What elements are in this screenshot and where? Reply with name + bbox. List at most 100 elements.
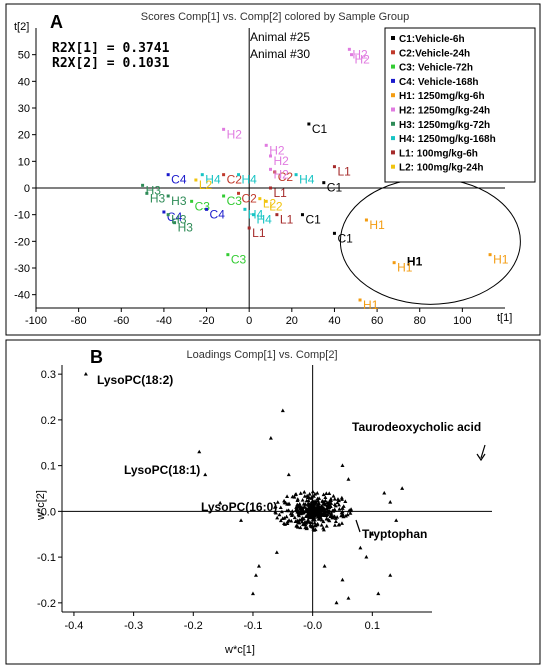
loading-point xyxy=(320,499,325,503)
loading-point xyxy=(301,510,306,514)
x-tick-label: -0.1 xyxy=(243,620,262,632)
loading-point xyxy=(286,508,291,513)
loading-point xyxy=(328,504,333,509)
loading-point xyxy=(277,512,282,517)
legend-label: C2:Vehicle-24h xyxy=(399,48,470,59)
panel-b-plot: -0.4 -0.3 -0.2 -0.1 -0.0 0.1 -0.2 -0.1 -0.0 0.1 0.… xyxy=(37,365,492,632)
loading-point xyxy=(321,519,326,524)
score-point xyxy=(269,186,272,190)
score-point xyxy=(237,173,241,177)
loading-point xyxy=(308,523,313,528)
panel-a-xlabel: t[1] xyxy=(497,312,512,324)
loading-point xyxy=(275,515,280,520)
loading-point xyxy=(300,519,305,524)
x-tick-label: 80 xyxy=(414,315,426,327)
loading-point xyxy=(280,408,285,413)
legend-label: L2: 100mg/kg-24h xyxy=(399,163,483,174)
score-point-label: H3 xyxy=(150,191,166,205)
h1-cluster-label: H1 xyxy=(407,254,423,268)
loading-point xyxy=(304,498,309,503)
legend-label: L1: 100mg/kg-6h xyxy=(399,148,478,159)
score-point xyxy=(166,173,170,177)
x-tick-label: 20 xyxy=(286,315,298,327)
y-tick-label: -10 xyxy=(14,210,30,222)
loading-point xyxy=(370,532,375,536)
score-point xyxy=(162,210,166,214)
loading-point xyxy=(285,502,290,506)
loading-point xyxy=(319,523,324,527)
loading-point xyxy=(324,516,329,521)
loading-annotation: LysoPC(18:1) xyxy=(124,463,200,477)
legend-swatch xyxy=(391,107,395,112)
panel-a-title: Scores Comp[1] vs. Comp[2] colored by Sa… xyxy=(141,11,409,23)
loading-point xyxy=(327,491,332,496)
loading-point xyxy=(331,514,336,519)
annotation-animal-30: Animal #30 xyxy=(250,47,310,61)
loading-point xyxy=(273,510,278,515)
loading-point xyxy=(285,519,290,524)
loading-point xyxy=(336,502,341,507)
loading-point xyxy=(358,545,363,550)
loading-point xyxy=(218,500,223,505)
y-tick-label: 20 xyxy=(18,130,30,142)
panel-b-frame xyxy=(5,339,541,665)
loading-point xyxy=(293,492,298,497)
legend-label: C3: Vehicle-72h xyxy=(399,63,473,74)
score-point-label: C2 xyxy=(242,191,258,205)
x-tick-label: 60 xyxy=(371,315,383,327)
loading-point xyxy=(325,512,330,517)
loading-point xyxy=(308,496,313,500)
score-point xyxy=(358,298,362,302)
loading-point xyxy=(285,494,290,499)
legend-swatch xyxy=(391,121,395,126)
score-point-label: H2 xyxy=(352,47,368,61)
y-tick-label: -30 xyxy=(14,263,30,275)
loading-point xyxy=(328,498,333,503)
x-tick-label: -0.4 xyxy=(64,620,83,632)
loading-point xyxy=(297,520,302,525)
loading-point xyxy=(312,503,317,507)
loading-point xyxy=(333,519,338,523)
score-point xyxy=(190,199,194,203)
stat-r2x2: R2X[2] = 0.1031 xyxy=(52,56,170,71)
x-tick-label: -80 xyxy=(71,315,87,327)
score-point xyxy=(251,213,255,217)
score-point-label: C1 xyxy=(312,122,328,136)
loading-point xyxy=(300,505,305,510)
loading-point xyxy=(321,527,326,532)
score-point xyxy=(332,165,336,169)
loading-point xyxy=(298,525,303,530)
loading-point xyxy=(339,521,344,525)
loading-point xyxy=(346,596,351,600)
score-point xyxy=(269,167,272,171)
loading-point xyxy=(311,526,316,531)
score-point xyxy=(264,199,268,203)
loading-point xyxy=(339,510,344,515)
y-tick-label: 10 xyxy=(18,156,30,168)
loading-point xyxy=(286,472,291,477)
loading-point xyxy=(297,502,302,506)
score-point xyxy=(166,194,170,198)
score-point-label: H3 xyxy=(171,194,187,208)
loading-point xyxy=(282,498,287,503)
score-point-label: C4 xyxy=(167,210,183,224)
loading-point xyxy=(335,514,340,519)
x-tick-label: -0.2 xyxy=(184,620,203,632)
panel-a-plot: -100 -80 -60 -40 -20 0 20 40 60 80 100-40-30-20-10… xyxy=(14,28,521,327)
arrow-tryptophan xyxy=(355,519,361,533)
y-tick-label: 0.1 xyxy=(41,461,56,473)
loading-point xyxy=(326,517,331,522)
score-point-label: H4 xyxy=(205,173,221,187)
loading-point xyxy=(332,496,337,501)
score-point-label: H2 xyxy=(274,154,290,168)
score-point xyxy=(364,218,368,222)
loading-point xyxy=(323,498,328,503)
score-point xyxy=(322,181,326,185)
loading-point xyxy=(337,522,342,526)
y-tick-label: -0.1 xyxy=(37,552,56,564)
loading-point xyxy=(297,513,302,518)
score-point xyxy=(300,213,304,217)
loading-point xyxy=(340,577,345,582)
loading-point xyxy=(312,520,317,525)
y-tick-label: -40 xyxy=(14,290,30,302)
